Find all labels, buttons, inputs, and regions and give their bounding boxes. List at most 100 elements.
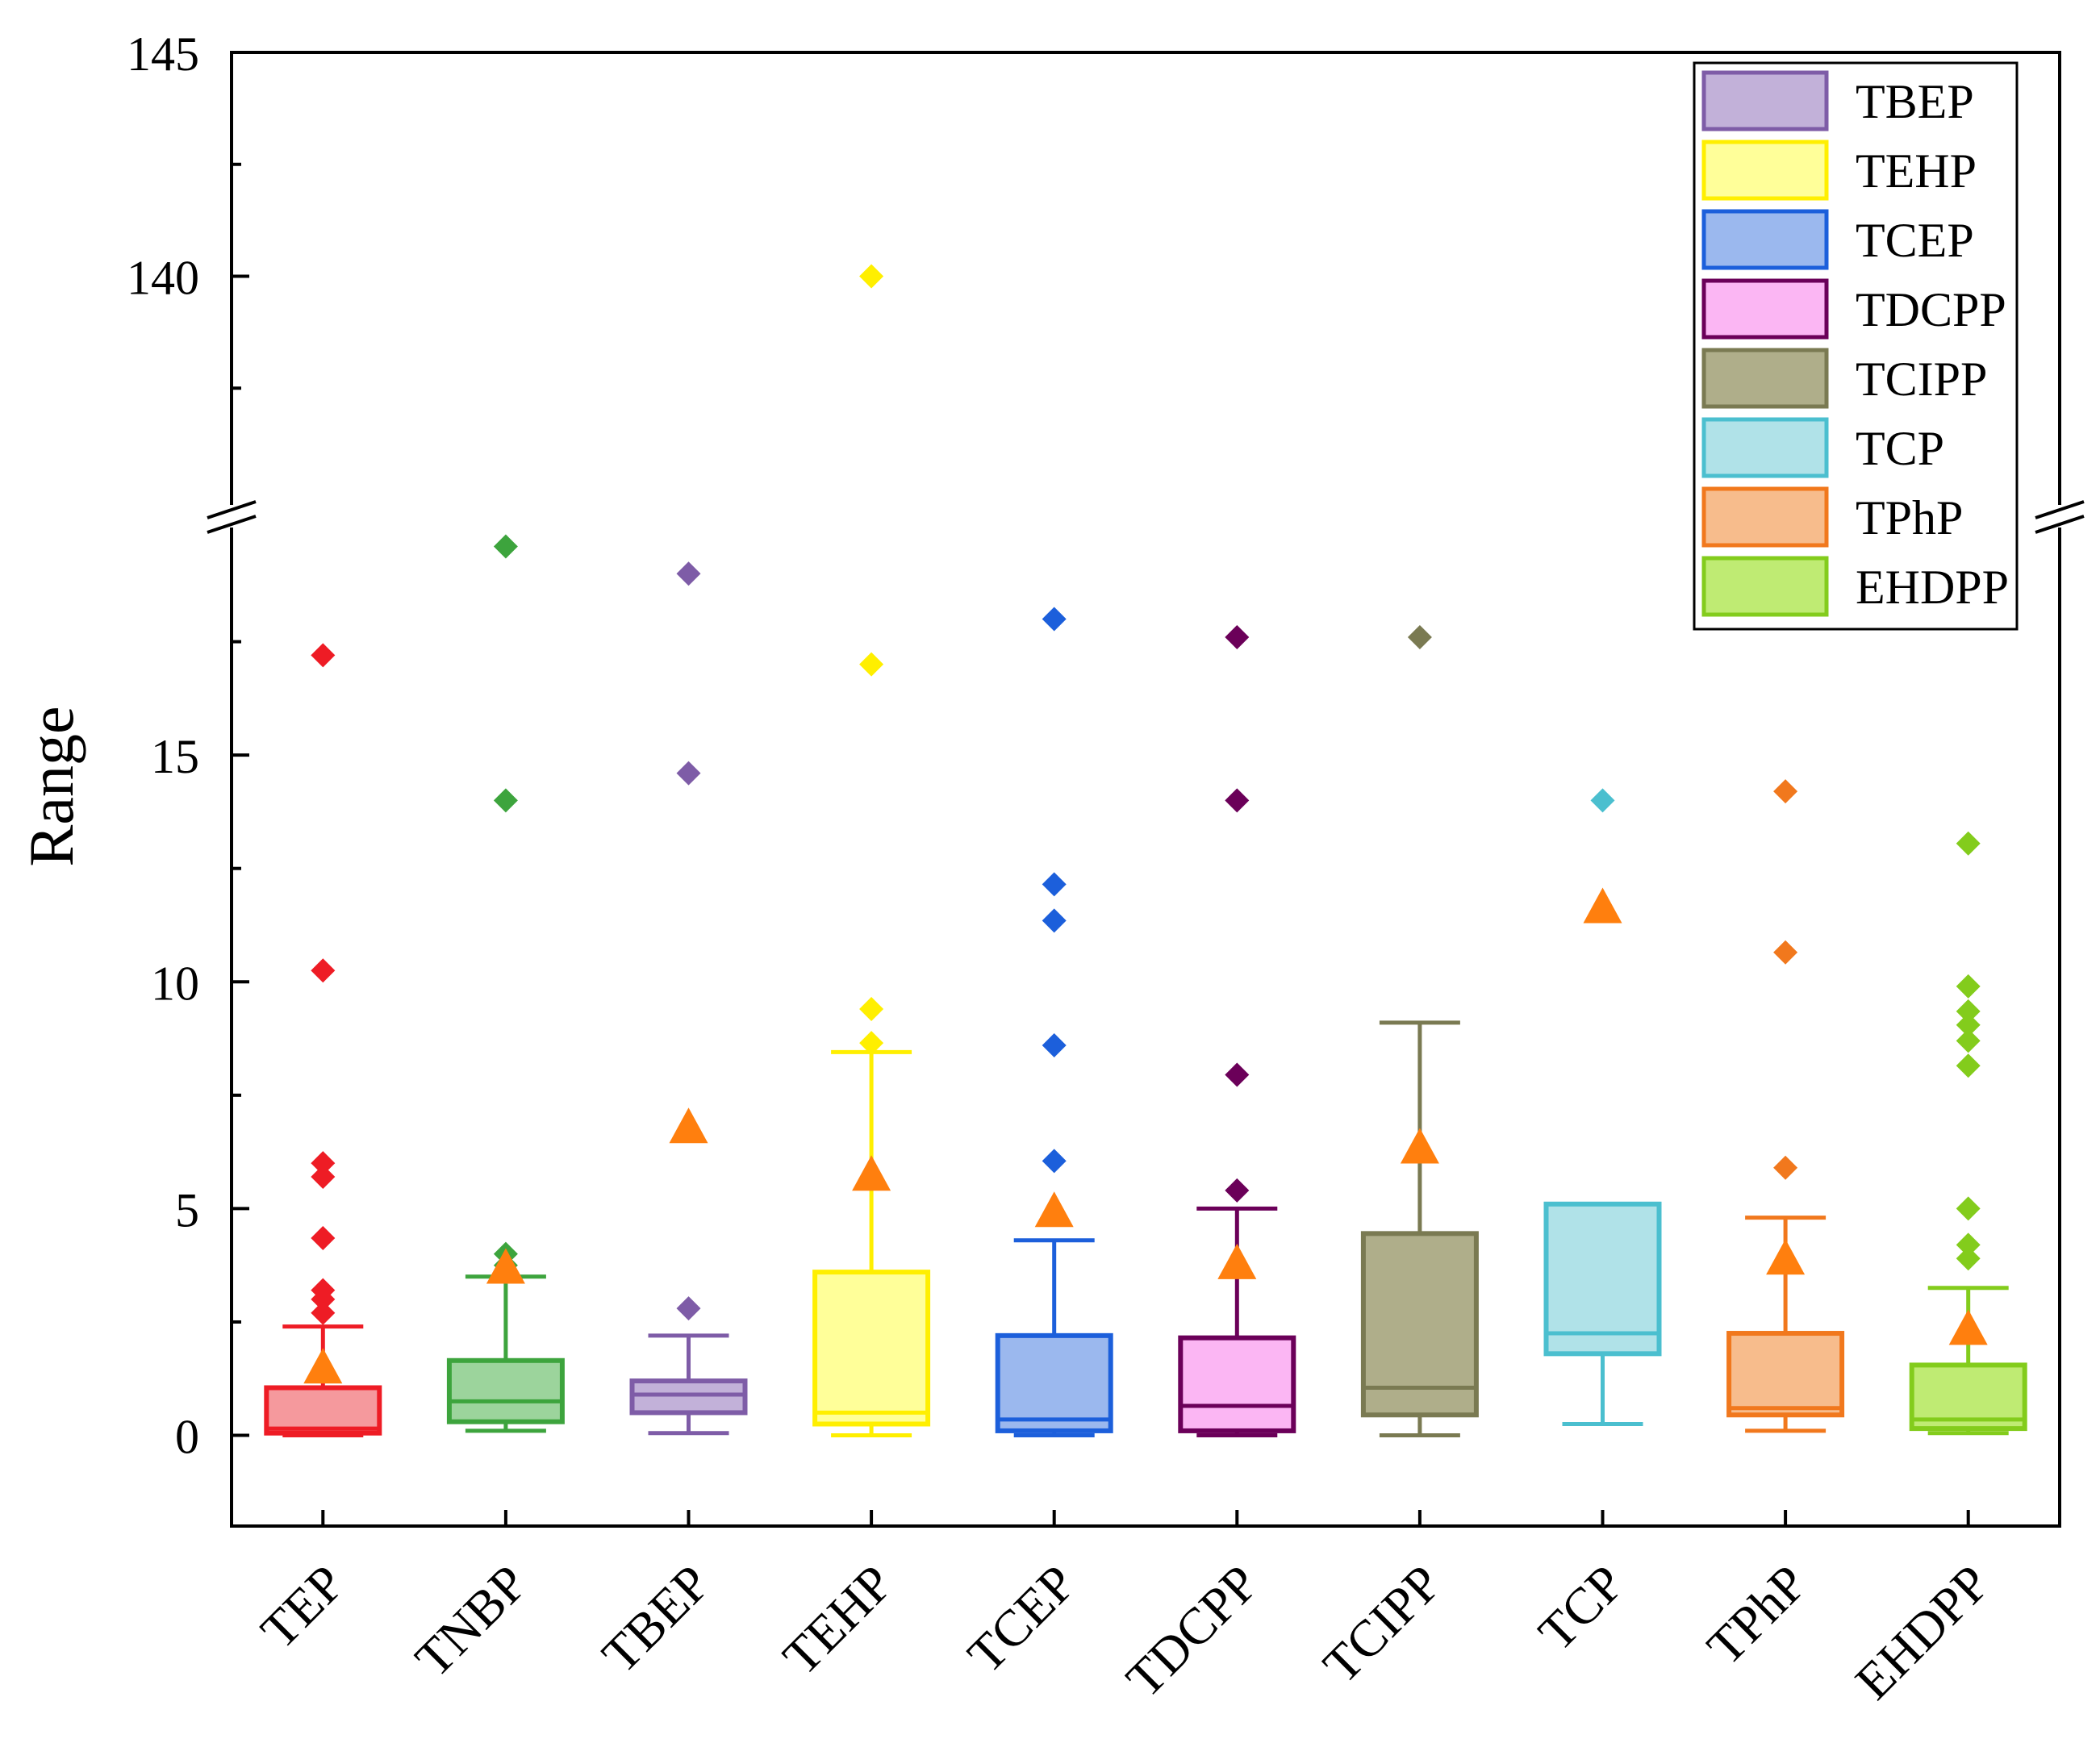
- y-tick-label: 10: [151, 957, 199, 1010]
- box-tcipp: [1360, 624, 1479, 1438]
- axis-break-mark: [207, 500, 257, 519]
- outlier-point: [1225, 1178, 1250, 1203]
- legend-swatch: [1701, 209, 1829, 270]
- mean-marker: [1217, 1243, 1257, 1279]
- outlier-point: [676, 561, 701, 586]
- outlier-point: [859, 997, 884, 1022]
- x-tick-label: TNBP: [404, 1554, 538, 1688]
- box-tep: [264, 643, 382, 1438]
- box-tcep: [995, 607, 1113, 1438]
- outlier-point: [311, 958, 336, 983]
- outlier-point: [1407, 624, 1432, 649]
- outlier-point: [1225, 624, 1250, 649]
- plot-frame: [207, 51, 2085, 1528]
- legend-label: TCP: [1856, 422, 1944, 475]
- legend-label: TCIPP: [1856, 352, 1987, 406]
- mean-marker: [1766, 1239, 1806, 1275]
- box-iqr: [1178, 1335, 1296, 1433]
- y-tick-label: 145: [127, 27, 199, 81]
- mean-marker: [1400, 1128, 1439, 1164]
- y-axis: 0 5 10 15 140 145: [127, 27, 249, 1464]
- x-tick-label: TBEP: [591, 1554, 721, 1684]
- box-tphp: [1726, 779, 1845, 1433]
- outlier-point: [859, 1031, 884, 1056]
- legend-swatch: [1701, 278, 1829, 340]
- axis-break-mark: [207, 515, 257, 534]
- legend-swatch: [1701, 486, 1829, 548]
- outlier-point: [1773, 779, 1798, 804]
- box-iqr: [264, 1385, 382, 1436]
- axis-break-mark: [2035, 500, 2085, 519]
- x-axis: TEP TNBP TBEP TEHP TCEP TDCPP TCIPP TCP TPhP EHDP…: [250, 1510, 2001, 1710]
- x-tick-label: TEHP: [772, 1554, 904, 1686]
- outlier-point: [1773, 940, 1798, 965]
- mean-marker: [1034, 1191, 1074, 1228]
- box-iqr: [1543, 1201, 1662, 1357]
- outlier-point: [493, 788, 518, 813]
- x-tick-label: TCP: [1527, 1554, 1634, 1662]
- x-tick-label: TDCPP: [1115, 1554, 1269, 1708]
- outlier-point: [493, 534, 518, 559]
- legend-label: TCEP: [1856, 214, 1974, 267]
- outlier-point: [1956, 1196, 1981, 1221]
- box-tbep: [629, 561, 748, 1436]
- legend-label: TEHP: [1856, 144, 1977, 198]
- outlier-point: [1042, 1032, 1067, 1057]
- outlier-point: [311, 1225, 336, 1250]
- outlier-point: [1225, 788, 1250, 813]
- outlier-point: [1042, 872, 1067, 897]
- outlier-point: [1956, 1232, 1981, 1257]
- legend-label: TDCPP: [1856, 283, 2006, 336]
- box-ehdpp: [1909, 831, 2027, 1436]
- outlier-point: [1042, 1149, 1067, 1174]
- legend-label: TBEP: [1856, 75, 1974, 128]
- y-tick-label: 140: [127, 252, 199, 305]
- outlier-point: [311, 1278, 336, 1303]
- y-tick-label: 5: [175, 1183, 199, 1236]
- outlier-point: [311, 643, 336, 668]
- outlier-point: [311, 1165, 336, 1190]
- box-iqr: [995, 1332, 1113, 1433]
- box-iqr: [1360, 1231, 1479, 1418]
- x-tick-label: TEP: [250, 1554, 356, 1660]
- box-series: [264, 264, 2027, 1438]
- outlier-point: [1956, 1246, 1981, 1271]
- box-tnbp: [446, 534, 565, 1433]
- legend: TBEP TEHP TCEP TDCPP TCIPP TCP TPhP EHDPP: [1693, 61, 2019, 631]
- outlier-point: [676, 761, 701, 786]
- mean-marker: [1948, 1309, 1988, 1345]
- box-iqr: [446, 1357, 565, 1424]
- outlier-point: [1042, 607, 1067, 632]
- outlier-point: [1956, 1053, 1981, 1078]
- mean-marker: [486, 1248, 525, 1284]
- outlier-point: [311, 1151, 336, 1176]
- mean-marker: [1583, 887, 1622, 924]
- outlier-point: [859, 264, 884, 289]
- legend-swatch: [1701, 70, 1829, 131]
- outlier-point: [1042, 908, 1067, 933]
- outlier-point: [1956, 1012, 1981, 1037]
- outlier-point: [1956, 999, 1981, 1024]
- x-tick-label: TCIPP: [1312, 1554, 1451, 1694]
- y-tick-label: 15: [151, 730, 199, 783]
- legend-label: TPhP: [1856, 491, 1963, 544]
- outlier-point: [1590, 788, 1615, 813]
- mean-marker: [852, 1155, 891, 1191]
- box-tdcpp: [1178, 624, 1296, 1438]
- outlier-point: [676, 1296, 701, 1321]
- x-tick-label: TCEP: [957, 1554, 1087, 1684]
- legend-swatch: [1701, 140, 1829, 201]
- outlier-point: [1225, 1062, 1250, 1087]
- y-tick-label: 0: [175, 1411, 199, 1464]
- box-tcp: [1543, 788, 1662, 1426]
- mean-marker: [669, 1107, 708, 1144]
- outlier-point: [1956, 974, 1981, 999]
- mean-marker: [303, 1348, 343, 1384]
- y-axis-label: Range: [16, 706, 86, 866]
- legend-swatch: [1701, 417, 1829, 478]
- box-iqr: [1726, 1331, 1845, 1418]
- box-iqr: [812, 1270, 931, 1427]
- x-tick-label: TPhP: [1696, 1554, 1818, 1676]
- outlier-point: [311, 1300, 336, 1325]
